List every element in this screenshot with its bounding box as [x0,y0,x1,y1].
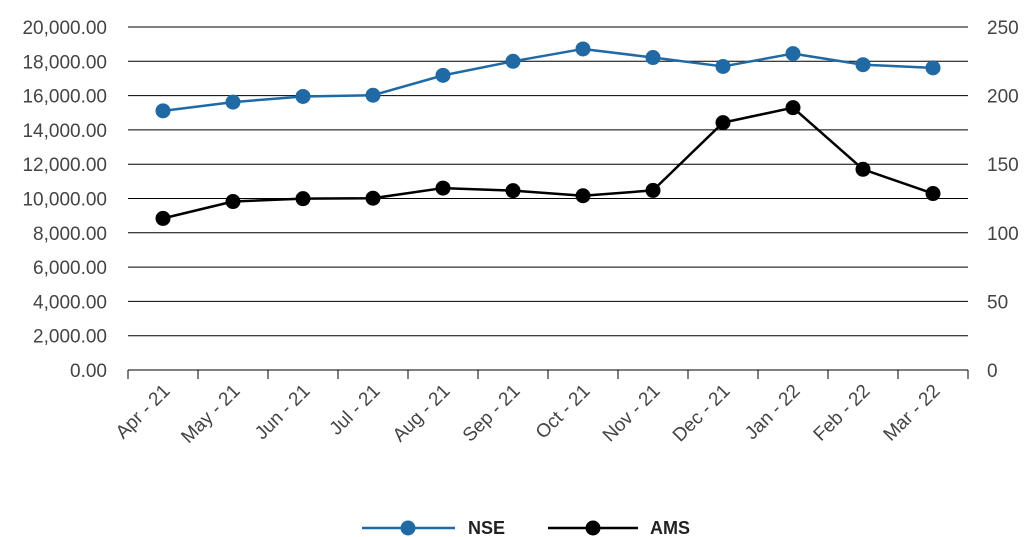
x-axis-tick-label: Feb - 22 [810,381,875,446]
data-point-ams [715,115,731,131]
legend-marker-nse [400,520,416,536]
data-point-ams [225,194,241,210]
data-point-nse [295,88,311,104]
data-point-ams [365,190,381,206]
data-point-nse [715,58,731,74]
data-point-nse [785,46,801,62]
x-axis-tick-label: Apr - 21 [112,381,175,444]
data-point-ams [435,180,451,196]
data-point-nse [365,87,381,103]
data-point-ams [855,161,871,177]
left-axis-tick-label: 12,000.00 [22,155,107,176]
legend-item-nse: NSE [362,518,505,537]
legend-marker-ams [585,520,601,536]
left-axis-tick-label: 4,000.00 [33,292,107,313]
x-axis [127,369,969,379]
legend-item-ams: AMS [548,518,690,537]
data-point-nse [435,67,451,83]
x-axis-tick-label: Sep - 21 [459,381,525,447]
x-axis-tick-label: Jan - 22 [741,381,804,444]
left-axis-tick-label: 18,000.00 [22,52,107,73]
right-axis-tick-label: 50 [987,292,1008,313]
left-y-axis: 0.00 2,000.00 4,000.00 6,000.00 8,000.00 10,0… [22,18,107,382]
left-axis-tick-label: 20,000.00 [22,18,107,39]
gridlines [128,26,968,337]
data-point-nse [855,57,871,73]
data-point-nse [505,53,521,69]
series-line-ams [162,106,934,220]
x-axis-tick-label: Nov - 21 [599,381,665,447]
data-point-nse [575,41,591,57]
data-point-ams [785,100,801,116]
data-point-ams [645,182,661,198]
right-axis-tick-label: 100 [987,224,1019,245]
left-axis-tick-label: 14,000.00 [22,121,107,142]
x-axis-tick-label: Dec - 21 [669,381,735,447]
legend-label-nse: NSE [468,518,505,537]
left-axis-tick-label: 6,000.00 [33,258,107,279]
x-axis-tick-labels: Apr - 21 May - 21 Jun - 21 Jul - 21 Aug - 21… [112,381,945,448]
x-axis-tick-label: Jun - 21 [251,381,314,444]
left-axis-tick-label: 8,000.00 [33,224,107,245]
left-axis-tick-label: 2,000.00 [33,327,107,348]
x-axis-tick-label: May - 21 [177,381,244,448]
series-line-nse [162,47,934,113]
legend: NSE AMS [362,518,690,537]
left-axis-tick-label: 0.00 [70,361,107,382]
right-axis-tick-label: 0 [987,361,998,382]
data-point-nse [225,94,241,110]
data-point-ams [505,183,521,199]
x-axis-tick-label: Mar - 22 [880,381,945,446]
series-ams [155,100,941,226]
x-axis-tick-label: Jul - 21 [326,381,385,440]
series-nse [155,41,941,119]
x-axis-tick-label: Aug - 21 [389,381,455,447]
data-point-nse [645,50,661,66]
right-axis-tick-label: 250 [987,18,1019,39]
data-point-ams [925,186,941,202]
data-point-nse [925,60,941,76]
series-lines [155,41,941,226]
right-y-axis: 0 50 100 150 200 250 [987,18,1019,382]
left-axis-tick-label: 16,000.00 [22,87,107,108]
right-axis-tick-label: 200 [987,87,1019,108]
x-axis-tick-label: Oct - 21 [532,381,595,444]
data-point-nse [155,103,171,119]
data-point-ams [295,191,311,207]
data-point-ams [575,188,591,204]
data-point-ams [155,210,171,226]
left-axis-tick-label: 10,000.00 [22,190,107,211]
legend-label-ams: AMS [650,518,690,537]
right-axis-tick-label: 150 [987,155,1019,176]
